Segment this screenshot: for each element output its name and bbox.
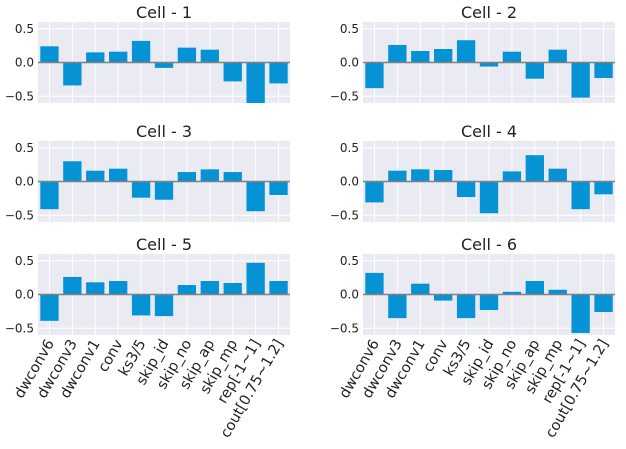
bar — [269, 281, 287, 295]
bar — [526, 281, 544, 295]
bar — [246, 263, 264, 295]
bar — [86, 282, 104, 294]
bar — [224, 283, 242, 294]
bar — [388, 45, 406, 63]
y-tick-label: 0.5 — [15, 254, 34, 268]
y-tick-label: 0.5 — [15, 22, 34, 36]
bar — [201, 169, 219, 181]
y-tick-label: −0.5 — [330, 89, 359, 103]
panel-title: Cell - 3 — [136, 122, 192, 141]
bar — [571, 295, 589, 333]
bar — [549, 169, 567, 182]
y-tick-label: 0.5 — [340, 22, 359, 36]
bar — [434, 295, 452, 301]
bar — [246, 182, 264, 212]
bar — [411, 284, 429, 295]
bar — [109, 169, 127, 182]
panel-title: Cell - 2 — [461, 3, 517, 22]
bar — [201, 281, 219, 295]
bar — [503, 52, 521, 63]
panel-2: −0.5 0.0 0.5 Cell - 2 — [330, 3, 615, 103]
bar — [594, 182, 612, 195]
bar — [503, 171, 521, 181]
y-tick-label: 0.5 — [340, 254, 359, 268]
bar — [201, 50, 219, 63]
bar — [526, 63, 544, 79]
y-tick-label: −0.5 — [330, 208, 359, 222]
bar — [40, 46, 58, 62]
panel-3: −0.5 0.0 0.5 Cell - 3 — [5, 122, 290, 222]
y-tick-label: 0.0 — [340, 288, 359, 302]
bar — [178, 172, 196, 181]
bar — [178, 48, 196, 63]
bar — [155, 182, 173, 200]
bar — [178, 285, 196, 294]
bar — [365, 273, 383, 295]
bar — [549, 50, 567, 63]
bar — [480, 182, 498, 214]
panel-title: Cell - 5 — [136, 235, 192, 254]
bar — [434, 49, 452, 63]
bar — [269, 182, 287, 196]
bar — [457, 40, 475, 62]
bar — [224, 172, 242, 181]
bar — [63, 161, 81, 181]
bar — [365, 63, 383, 89]
bar — [411, 51, 429, 62]
bar — [40, 295, 58, 321]
y-tick-label: 0.0 — [15, 288, 34, 302]
panel-title: Cell - 6 — [461, 235, 517, 254]
bar — [526, 155, 544, 181]
y-tick-label: −0.5 — [5, 321, 34, 335]
y-tick-label: 0.5 — [340, 141, 359, 155]
bar — [63, 277, 81, 295]
bar — [571, 182, 589, 210]
bar — [457, 295, 475, 319]
bar — [388, 171, 406, 182]
y-tick-label: 0.0 — [340, 175, 359, 189]
y-tick-label: −0.5 — [330, 321, 359, 335]
bar — [434, 170, 452, 181]
y-tick-label: 0.0 — [340, 56, 359, 70]
panel-1: −0.5 0.0 0.5 Cell - 1 — [5, 3, 290, 103]
bar — [132, 182, 150, 198]
bar — [86, 171, 104, 182]
bar — [224, 63, 242, 82]
bar — [109, 52, 127, 63]
bar — [269, 63, 287, 84]
y-tick-label: 0.0 — [15, 175, 34, 189]
bar — [457, 182, 475, 198]
bar — [86, 52, 104, 62]
bar — [109, 281, 127, 295]
bar — [132, 295, 150, 316]
bar — [63, 63, 81, 86]
panel-title: Cell - 4 — [461, 122, 517, 141]
bar — [388, 295, 406, 319]
panel-4: −0.5 0.0 0.5 Cell - 4 — [330, 122, 615, 222]
y-tick-label: −0.5 — [5, 208, 34, 222]
y-tick-label: −0.5 — [5, 89, 34, 103]
y-tick-label: 0.5 — [15, 141, 34, 155]
bar — [594, 63, 612, 79]
panel-title: Cell - 1 — [136, 3, 192, 22]
bar — [40, 182, 58, 210]
bar — [155, 63, 173, 68]
bar — [155, 295, 173, 317]
bar — [132, 41, 150, 63]
bar — [480, 295, 498, 311]
bar — [411, 169, 429, 181]
y-tick-label: 0.0 — [15, 56, 34, 70]
bar — [246, 63, 264, 104]
bar — [365, 182, 383, 203]
bar — [594, 295, 612, 313]
bar — [571, 63, 589, 98]
